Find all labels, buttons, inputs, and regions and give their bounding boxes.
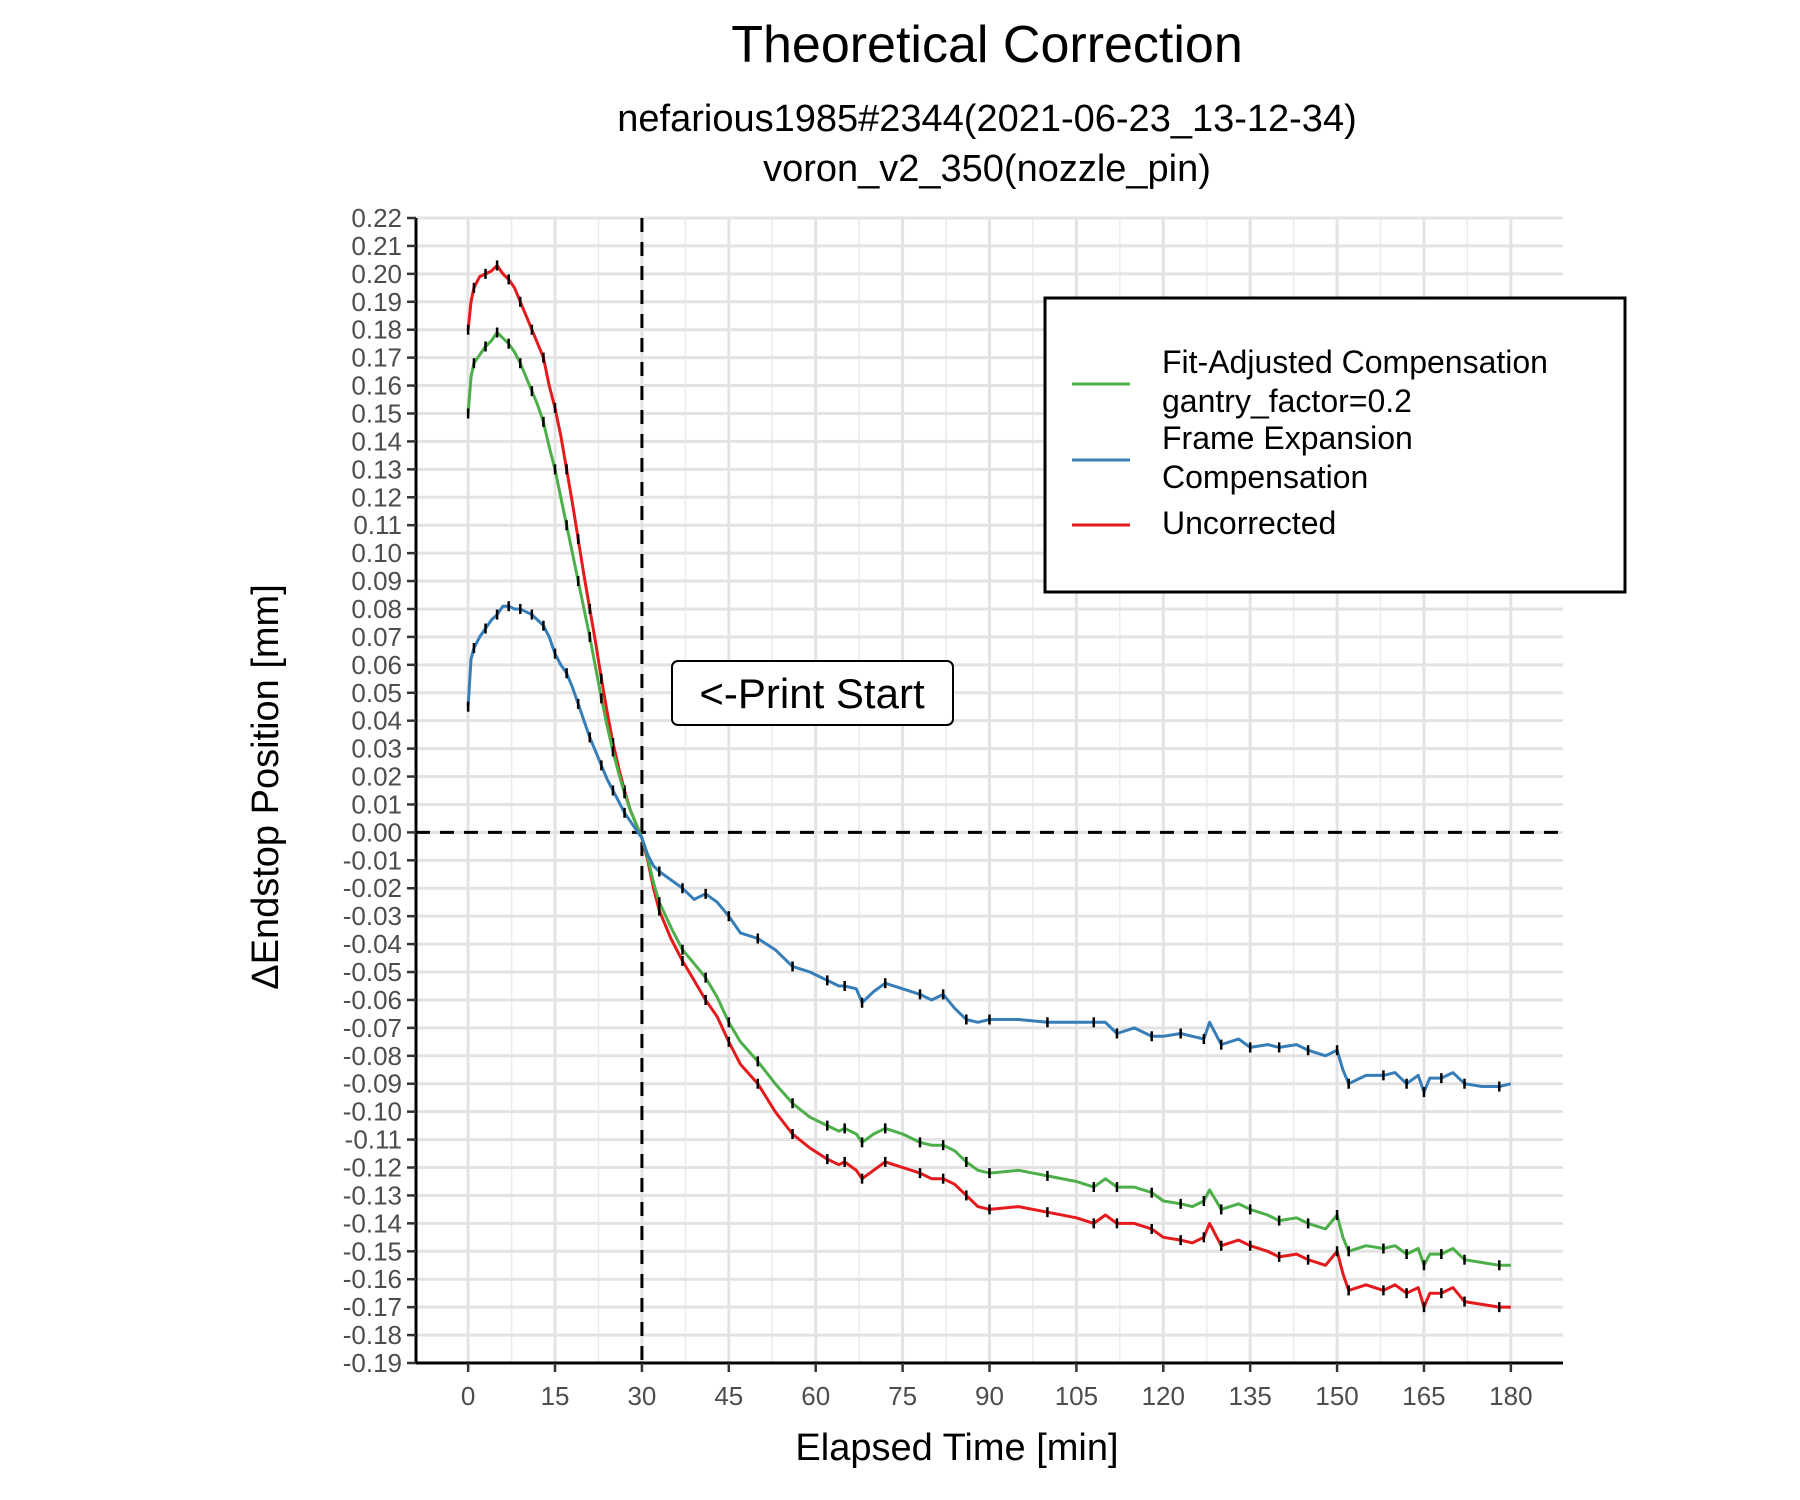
y-tick-label: -0.05 — [343, 957, 402, 987]
legend-box — [1043, 296, 1627, 594]
x-tick-label: 90 — [975, 1381, 1004, 1411]
x-tick-label: 120 — [1142, 1381, 1185, 1411]
y-tick-label: -0.11 — [345, 1125, 402, 1155]
x-tick-label: 15 — [541, 1381, 570, 1411]
x-tick-label: 75 — [888, 1381, 917, 1411]
legend-label: Uncorrected — [1162, 505, 1336, 541]
y-tick-label: 0.05 — [351, 678, 402, 708]
y-tick-label: 0.09 — [351, 566, 402, 596]
y-axis-title: ΔEndstop Position [mm] — [245, 584, 287, 990]
annotation-box — [671, 660, 954, 726]
y-tick-label: 0.06 — [351, 650, 402, 680]
y-tick-label: 0.11 — [353, 510, 402, 540]
y-tick-label: -0.04 — [343, 929, 402, 959]
series-lines — [466, 260, 1512, 1313]
x-tick-labels: 0 15 30 45 60 75 90 105 120 135 150 165 180 — [461, 1381, 1533, 1411]
chart-subtitle-line-1: nefarious1985#2344(2021-06-23_13-12-34) — [617, 98, 1356, 140]
y-tick-label: -0.14 — [343, 1208, 402, 1238]
y-tick-label: 0.03 — [351, 734, 402, 764]
y-tick-label: 0.20 — [351, 259, 402, 289]
legend-label-line-2: Compensation — [1162, 459, 1368, 495]
y-tick-label: 0.01 — [351, 789, 402, 819]
y-tick-label: -0.10 — [343, 1097, 402, 1127]
y-tick-label: 0.18 — [351, 315, 402, 345]
y-tick-label: -0.01 — [343, 845, 402, 875]
x-tick-label: 135 — [1228, 1381, 1271, 1411]
y-tick-label: -0.09 — [343, 1069, 402, 1099]
x-tick-label: 180 — [1489, 1381, 1532, 1411]
chart-subtitle-line-2: voron_v2_350(nozzle_pin) — [763, 148, 1211, 190]
legend-label: Fit-Adjusted Compensation — [1162, 344, 1548, 380]
y-tick-label: -0.12 — [343, 1153, 402, 1183]
y-tick-label: -0.02 — [343, 873, 402, 903]
y-tick-label: -0.06 — [343, 985, 402, 1015]
x-tick-label: 45 — [714, 1381, 743, 1411]
x-axis-title: Elapsed Time [min] — [795, 1427, 1118, 1469]
legend-label-line-2: gantry_factor=0.2 — [1162, 383, 1412, 419]
x-tick-label: 165 — [1402, 1381, 1445, 1411]
chart-title: Theoretical Correction — [731, 16, 1243, 74]
x-tick-label: 30 — [627, 1381, 656, 1411]
y-tick-label: 0.08 — [351, 594, 402, 624]
y-tick-label: -0.03 — [343, 901, 402, 931]
y-tick-label: -0.08 — [343, 1041, 402, 1071]
y-tick-label: 0.04 — [351, 706, 402, 736]
y-tick-label: 0.07 — [351, 622, 402, 652]
y-tick-labels: 0.220.210.200.190.180.170.160.150.140.13… — [343, 203, 402, 1378]
y-tick-label: 0.00 — [351, 817, 402, 847]
print-start-annotation: <-Print Start — [671, 660, 954, 726]
y-tick-label: 0.15 — [351, 398, 402, 428]
y-tick-label: 0.17 — [351, 343, 402, 373]
annotation-label: <-Print Start — [699, 670, 925, 717]
x-tick-label: 105 — [1055, 1381, 1098, 1411]
y-tick-label: 0.02 — [351, 762, 402, 792]
y-tick-label: -0.17 — [343, 1292, 402, 1322]
y-tick-label: -0.16 — [343, 1264, 402, 1294]
y-tick-label: 0.21 — [351, 231, 402, 261]
y-tick-label: -0.15 — [343, 1236, 402, 1266]
legend-label: Frame Expansion — [1162, 420, 1413, 456]
x-tick-label: 60 — [801, 1381, 830, 1411]
y-tick-label: -0.13 — [343, 1180, 402, 1210]
y-tick-label: 0.16 — [351, 371, 402, 401]
legend: Fit-Adjusted Compensationgantry_factor=0… — [1043, 296, 1627, 594]
y-tick-label: 0.14 — [351, 426, 402, 456]
y-tick-label: 0.13 — [351, 454, 402, 484]
y-tick-label: 0.19 — [351, 287, 402, 317]
y-tick-label: -0.07 — [343, 1013, 402, 1043]
y-tick-label: 0.12 — [351, 482, 402, 512]
axes — [407, 216, 1563, 1372]
x-tick-label: 150 — [1315, 1381, 1358, 1411]
y-tick-label: 0.22 — [351, 203, 402, 233]
y-tick-label: 0.10 — [351, 538, 402, 568]
y-tick-label: -0.19 — [343, 1348, 402, 1378]
x-tick-label: 0 — [461, 1381, 475, 1411]
y-tick-label: -0.18 — [343, 1320, 402, 1350]
